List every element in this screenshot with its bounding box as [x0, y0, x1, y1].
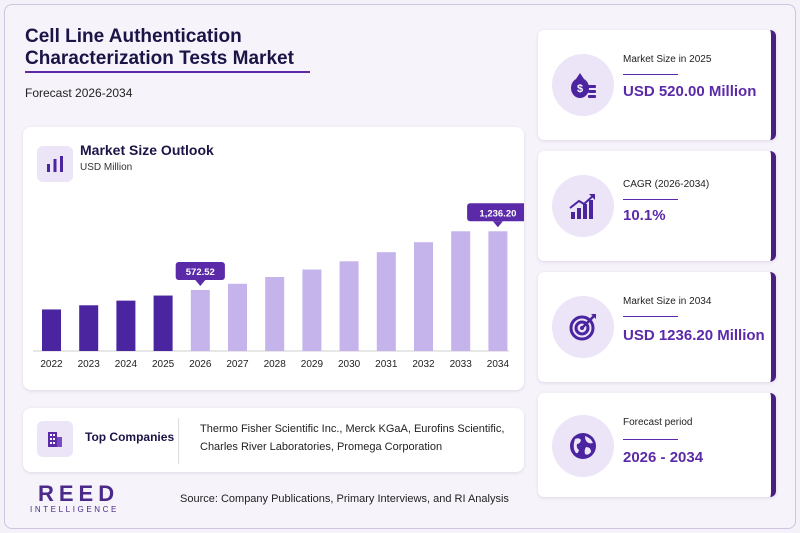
target-icon — [552, 296, 614, 358]
stat-value: 2026 - 2034 — [623, 449, 704, 466]
building-icon — [37, 421, 73, 457]
money-bag-icon: $ — [552, 54, 614, 116]
stat-label: Market Size in 2025 — [623, 54, 712, 65]
x-tick-label: 2025 — [152, 359, 175, 370]
bar-2023 — [79, 305, 99, 351]
top-companies-label: Top Companies — [85, 430, 175, 444]
stat-rule — [623, 199, 678, 200]
chart-title: Market Size Outlook — [80, 142, 214, 158]
x-tick-label: 2027 — [226, 359, 249, 370]
forecast-subtitle: Forecast 2026-2034 — [25, 86, 133, 100]
x-tick-label: 2024 — [115, 359, 138, 370]
bar-2028 — [265, 277, 285, 351]
top-companies-list: Thermo Fisher Scientific Inc., Merck KGa… — [200, 423, 505, 453]
chart-unit: USD Million — [80, 162, 133, 173]
stat-value: USD 520.00 Million — [623, 83, 757, 100]
x-tick-label: 2034 — [487, 359, 510, 370]
page-title-line-1: Cell Line Authentication — [25, 26, 242, 47]
page-title-line-2: Characterization Tests Market — [25, 48, 294, 69]
stat-rule — [623, 74, 678, 75]
data-label-2026: 572.52 — [175, 261, 225, 286]
bar-chart: 2022 2023 2024 2025 2026 2027 2028 2029 2030 2031… — [33, 203, 524, 370]
stat-card-market-2034: Market Size in 2034 USD 1236.20 Million — [538, 272, 776, 382]
bar-2030 — [339, 261, 359, 351]
title-underline — [25, 71, 310, 73]
x-tick-label: 2028 — [264, 359, 287, 370]
bar-2024 — [116, 300, 136, 351]
stat-card-forecast-period: Forecast period 2026 - 2034 — [538, 393, 776, 497]
bar-2029 — [302, 269, 322, 351]
bar-2033 — [451, 231, 471, 351]
globe-icon — [552, 415, 614, 477]
bar-2025 — [153, 295, 173, 351]
bar-2031 — [376, 252, 396, 351]
growth-chart-icon — [552, 175, 614, 237]
x-tick-label: 2026 — [189, 359, 212, 370]
x-tick-label: 2031 — [375, 359, 398, 370]
svg-text:572.52: 572.52 — [186, 267, 215, 278]
bar-2032 — [414, 242, 433, 351]
source-note: Source: Company Publications, Primary In… — [180, 493, 509, 505]
data-label-2034: 1,236.20 — [467, 203, 524, 228]
bar-2026 — [190, 289, 210, 351]
logo-intelligence: INTELLIGENCE — [30, 505, 119, 514]
stat-card-cagr: CAGR (2026-2034) 10.1% — [538, 151, 776, 261]
stat-label: Forecast period — [623, 417, 693, 428]
x-tick-label: 2030 — [338, 359, 361, 370]
bar-chart-icon — [37, 146, 73, 182]
stat-value: 10.1% — [623, 207, 666, 224]
bar-2022 — [42, 309, 61, 351]
stat-card-market-2025: $ Market Size in 2025 USD 520.00 Million — [538, 30, 776, 140]
top-companies-card — [23, 408, 524, 472]
logo-reed: REED — [38, 481, 120, 506]
stat-value: USD 1236.20 Million — [623, 327, 765, 344]
stat-label: Market Size in 2034 — [623, 296, 712, 307]
x-tick-label: 2029 — [301, 359, 324, 370]
x-tick-label: 2033 — [450, 359, 473, 370]
stat-rule — [623, 316, 678, 317]
svg-text:1,236.20: 1,236.20 — [479, 208, 516, 219]
x-tick-label: 2023 — [78, 359, 101, 370]
stat-label: CAGR (2026-2034) — [623, 179, 710, 190]
x-tick-label: 2032 — [412, 359, 435, 370]
companies-divider — [178, 418, 179, 464]
x-tick-label: 2022 — [40, 359, 63, 370]
bar-2027 — [228, 283, 247, 351]
bar-2034 — [488, 231, 508, 351]
svg-text:$: $ — [577, 83, 583, 95]
stat-rule — [623, 439, 678, 440]
